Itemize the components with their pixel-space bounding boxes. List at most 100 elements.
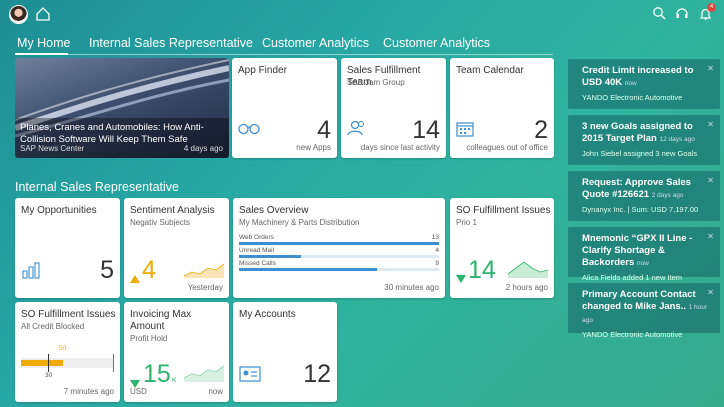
- so-fulfillment-issues-prio-tile[interactable]: SO Fulfillment Issues Prio 1 14 2 hours …: [450, 198, 554, 298]
- sales-bar-label: Missed Calls: [239, 260, 276, 267]
- tile-footer: 2 hours ago: [505, 283, 548, 292]
- notification-desc: Dynanyx Inc. | Sum: USD 7,197.00: [582, 205, 699, 214]
- tile-title: My Accounts: [239, 309, 296, 320]
- close-icon[interactable]: ✕: [707, 232, 714, 241]
- sales-bar-value: 13: [431, 234, 439, 241]
- tile-title: App Finder: [238, 65, 287, 76]
- tile-footer: 30 minutes ago: [384, 283, 439, 292]
- notification-item[interactable]: Mnemonic “GPX II Line - Clarify Shortage…: [568, 227, 720, 282]
- news-source: SAP News Center: [20, 144, 85, 153]
- notification-desc: YANDO Electronic Automotive: [582, 330, 683, 339]
- tab-my-home[interactable]: My Home: [17, 36, 71, 50]
- app-finder-tile[interactable]: App Finder 4 new Apps: [232, 58, 337, 158]
- bar-chart-icon: [22, 261, 42, 284]
- tab-internal-sales-representative[interactable]: Internal Sales Representative: [89, 36, 253, 50]
- home-icon[interactable]: [35, 6, 51, 22]
- tile-value-unit: K: [172, 377, 177, 384]
- close-icon[interactable]: ✕: [707, 64, 714, 73]
- notification-desc: John Siebel assigned 3 new Goals: [582, 149, 698, 158]
- sales-bar-label: Web Orders: [239, 234, 274, 241]
- notification-item[interactable]: 3 new Goals assigned to 2015 Target Plan…: [568, 115, 720, 165]
- tile-subtitle: Negativ Subjects: [130, 218, 191, 227]
- notification-bell-icon[interactable]: [698, 6, 714, 22]
- invoicing-max-amount-tile[interactable]: Invoicing Max Amount Profit Hold 15 K US…: [124, 302, 229, 402]
- notification-title: Primary Account Contact changed to Mike …: [582, 289, 696, 312]
- search-icon[interactable]: [652, 6, 668, 22]
- tile-title: Invoicing Max Amount: [130, 309, 192, 332]
- close-icon[interactable]: ✕: [707, 120, 714, 129]
- notification-time: now: [624, 80, 637, 87]
- headset-icon[interactable]: [675, 6, 691, 22]
- news-title: Planes, Cranes and Automobiles: How Anti…: [20, 122, 204, 145]
- section-title: Internal Sales Representative: [15, 180, 179, 194]
- tile-title: My Opportunities: [21, 205, 97, 216]
- tile-value: 12: [303, 360, 331, 388]
- tile-footer: Yesterday: [187, 283, 223, 292]
- sales-fulfillment-team-tile[interactable]: Sales Fulfillment Team SAP Jam Group 14 …: [341, 58, 446, 158]
- sales-bar-value: 9: [435, 260, 439, 267]
- tile-title: SO Fulfillment Issues: [21, 309, 116, 320]
- sales-bar: [239, 255, 301, 258]
- tile-subtitle: SAP Jam Group: [347, 78, 405, 87]
- notification-title: Credit Limit increased to USD 40K: [582, 65, 694, 88]
- tile-value: 4: [317, 116, 331, 144]
- tile-title: Sales Overview: [239, 205, 309, 216]
- active-tab-indicator: [15, 53, 68, 55]
- tile-currency: USD: [130, 387, 147, 396]
- binoculars-icon: [238, 121, 260, 140]
- tile-footer: colleagues out of office: [466, 143, 548, 152]
- tab-customer-analytics[interactable]: Customer Analytics: [262, 36, 369, 50]
- sentiment-analysis-tile[interactable]: Sentiment Analysis Negativ Subjects 4 Ye…: [124, 198, 229, 298]
- group-icon: [347, 120, 367, 141]
- tile-footer: new Apps: [296, 143, 331, 152]
- tile-title: Sales Fulfillment Team: [347, 65, 421, 88]
- team-calendar-tile[interactable]: Team Calendar 2 colleagues out of office: [450, 58, 554, 158]
- avatar[interactable]: [9, 5, 28, 24]
- sparkline-chart: [183, 362, 225, 387]
- sales-overview-tile[interactable]: Sales Overview My Machinery & Parts Dist…: [233, 198, 445, 298]
- sales-bar-value: 4: [435, 247, 439, 254]
- contact-card-icon: [239, 366, 261, 387]
- tile-title: Team Calendar: [456, 65, 524, 76]
- close-icon[interactable]: ✕: [707, 288, 714, 297]
- notification-time: now: [636, 260, 649, 267]
- tile-subtitle: All Credit Blocked: [21, 322, 85, 331]
- tile-title: SO Fulfillment Issues: [456, 205, 551, 216]
- tile-value: 15: [143, 360, 171, 388]
- so-fulfillment-credit-tile[interactable]: SO Fulfillment Issues All Credit Blocked…: [15, 302, 120, 402]
- sales-bar-label: Unread Mail: [239, 247, 275, 254]
- tile-footer: days since last activity: [360, 143, 440, 152]
- tile-value: 2: [534, 116, 548, 144]
- notification-desc: Alica Fields added 1 new Item: [582, 273, 683, 282]
- sales-bar-track: [239, 255, 439, 258]
- notification-time: 1 hour ago: [582, 304, 708, 324]
- close-icon[interactable]: ✕: [707, 176, 714, 185]
- trend-down-icon: [456, 270, 466, 288]
- bullet-chart-limit: [113, 354, 114, 372]
- tile-value: 14: [412, 116, 440, 144]
- tile-footer: now: [208, 387, 223, 396]
- tile-value: 5: [100, 256, 114, 284]
- bullet-target-label: 50: [59, 345, 67, 352]
- sales-bar: [239, 242, 439, 245]
- calendar-icon: [456, 121, 474, 142]
- news-tile[interactable]: Planes, Cranes and Automobiles: How Anti…: [15, 58, 229, 158]
- notification-time: 2 days ago: [651, 192, 684, 199]
- my-opportunities-tile[interactable]: My Opportunities 5: [15, 198, 120, 298]
- bullet-chart-bar: [21, 360, 63, 366]
- sparkline-chart: [507, 258, 549, 283]
- my-accounts-tile[interactable]: My Accounts 12: [233, 302, 337, 402]
- notification-title: Mnemonic “GPX II Line - Clarify Shortage…: [582, 233, 693, 268]
- tile-value: 4: [142, 256, 156, 284]
- tile-title: Sentiment Analysis: [130, 205, 215, 216]
- notification-item[interactable]: Request: Approve Sales Quote #126621 2 d…: [568, 171, 720, 221]
- tile-subtitle: My Machinery & Parts Distribution: [239, 218, 360, 227]
- tile-subtitle: Prio 1: [456, 218, 477, 227]
- notification-item[interactable]: Primary Account Contact changed to Mike …: [568, 283, 720, 339]
- tab-customer-analytics-2[interactable]: Customer Analytics: [383, 36, 490, 50]
- trend-up-icon: [130, 270, 140, 288]
- sparkline-chart: [183, 258, 225, 283]
- tile-footer: 7 minutes ago: [63, 387, 114, 396]
- notification-item[interactable]: Credit Limit increased to USD 40K now YA…: [568, 59, 720, 109]
- bullet-chart-marker: [48, 354, 49, 372]
